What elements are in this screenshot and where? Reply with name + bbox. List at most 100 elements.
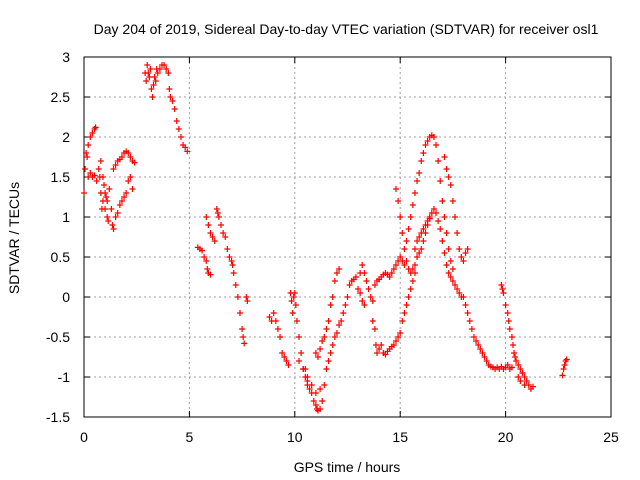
data-point <box>333 330 340 336</box>
data-point <box>211 238 218 244</box>
data-point <box>441 214 448 220</box>
data-point <box>147 66 154 72</box>
data-point <box>515 362 522 368</box>
data-point <box>405 226 412 232</box>
data-point <box>439 198 446 204</box>
data-point <box>306 386 313 392</box>
data-point <box>323 366 330 372</box>
data-series <box>81 62 570 414</box>
y-tick-label: 3 <box>62 49 70 65</box>
data-point <box>397 214 404 220</box>
data-point <box>103 194 110 200</box>
data-point <box>283 358 290 364</box>
data-point <box>481 354 488 360</box>
data-point <box>371 282 378 288</box>
data-point <box>232 282 239 288</box>
data-point <box>452 214 459 220</box>
data-point <box>241 340 248 347</box>
data-point <box>310 398 317 404</box>
data-point <box>218 222 225 228</box>
data-point <box>229 262 236 268</box>
data-point <box>131 159 138 166</box>
data-point <box>392 186 399 192</box>
data-point <box>382 351 389 358</box>
data-point <box>511 350 518 356</box>
data-point <box>500 290 507 296</box>
data-point <box>201 254 208 260</box>
data-point <box>374 350 381 356</box>
data-point <box>372 342 379 348</box>
data-point <box>409 202 416 208</box>
data-point <box>325 358 332 364</box>
data-point <box>561 362 568 368</box>
data-point <box>523 378 530 384</box>
data-point <box>207 230 214 236</box>
data-point <box>479 350 486 356</box>
x-tick-label: 20 <box>498 429 514 445</box>
data-point <box>456 246 463 252</box>
data-point <box>321 382 328 388</box>
data-point <box>163 66 170 72</box>
data-point <box>105 218 112 224</box>
x-tick-labels: 0 5 10 15 20 25 <box>80 429 619 445</box>
data-point <box>530 383 537 390</box>
data-point <box>477 346 484 352</box>
data-point <box>371 326 378 332</box>
data-point <box>114 210 121 216</box>
data-point <box>112 162 119 168</box>
data-point <box>363 278 370 284</box>
data-point <box>240 334 247 340</box>
data-point <box>521 382 528 388</box>
data-point <box>149 94 156 100</box>
data-point <box>293 318 300 324</box>
data-point <box>121 194 128 200</box>
data-point <box>407 286 414 292</box>
data-point <box>452 282 459 288</box>
data-point <box>390 342 397 348</box>
data-point <box>502 302 509 308</box>
data-point <box>420 226 427 232</box>
axis-ticks <box>83 56 612 418</box>
data-point <box>458 254 465 260</box>
data-point <box>443 230 450 236</box>
data-point <box>125 178 132 184</box>
data-point <box>199 247 206 254</box>
data-point <box>560 366 567 372</box>
data-point <box>361 302 368 308</box>
data-point <box>470 334 477 340</box>
data-point <box>327 302 334 308</box>
data-point <box>102 190 109 196</box>
data-point <box>169 98 176 104</box>
data-point <box>473 338 480 344</box>
chart-title: Day 204 of 2019, Sidereal Day-to-day VTE… <box>94 21 599 37</box>
data-point <box>401 246 408 252</box>
data-point <box>433 210 440 216</box>
data-point <box>304 374 311 380</box>
data-point <box>110 166 117 172</box>
data-point <box>422 142 429 148</box>
data-point <box>424 138 431 144</box>
data-point <box>359 298 366 304</box>
data-point <box>83 150 90 156</box>
x-tick-label: 15 <box>392 429 408 445</box>
data-point <box>143 78 150 84</box>
data-point <box>325 318 332 324</box>
data-point <box>441 154 448 160</box>
data-point <box>416 170 423 176</box>
data-point <box>314 354 321 360</box>
data-point <box>184 148 191 155</box>
data-point <box>123 190 130 196</box>
data-point <box>390 266 397 272</box>
grid <box>84 57 611 417</box>
y-tick-label: -1 <box>58 369 71 385</box>
data-point <box>146 74 153 80</box>
data-point <box>447 182 454 188</box>
data-point <box>392 262 399 268</box>
data-point <box>498 282 505 288</box>
data-point <box>433 142 440 148</box>
data-point <box>405 294 412 300</box>
data-point <box>165 70 172 76</box>
data-point <box>289 310 296 316</box>
data-point <box>331 334 338 340</box>
